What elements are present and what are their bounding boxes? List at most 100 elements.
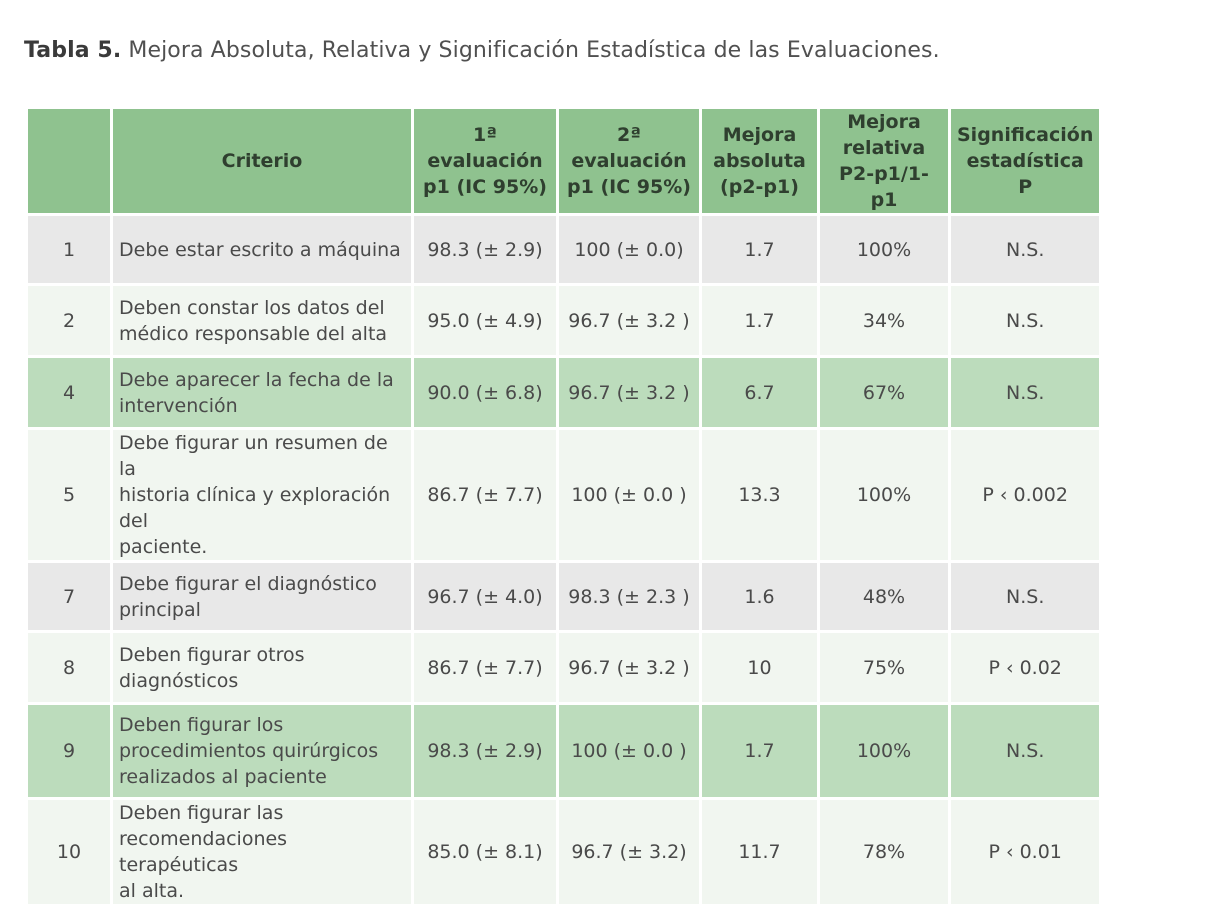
criterio-line: procedimientos quirúrgicos bbox=[119, 740, 379, 762]
table-row: 4 Debe aparecer la fecha de la intervenci… bbox=[28, 358, 1100, 427]
cell-absoluta: 10 bbox=[702, 633, 817, 702]
header-relativa-line: P2-p1/1-p1 bbox=[839, 163, 929, 211]
header-eval1-line: p1 (IC 95%) bbox=[423, 176, 547, 198]
cell-eval1: 90.0 (± 6.8) bbox=[414, 358, 556, 427]
cell-relativa: 75% bbox=[820, 633, 948, 702]
cell-eval2: 100 (± 0.0 ) bbox=[559, 705, 699, 797]
header-signif-line: Significación bbox=[957, 124, 1094, 146]
cell-criterio: Debe aparecer la fecha de la intervención bbox=[113, 358, 411, 427]
cell-eval2: 96.7 (± 3.2 ) bbox=[559, 358, 699, 427]
cell-eval1: 96.7 (± 4.0) bbox=[414, 563, 556, 630]
cell-eval1: 86.7 (± 7.7) bbox=[414, 430, 556, 560]
header-absoluta-line: Mejora bbox=[722, 124, 797, 146]
cell-criterio: Deben figurar otros diagnósticos bbox=[113, 633, 411, 702]
criterio-line: paciente. bbox=[119, 536, 208, 558]
header-signif-line: P bbox=[1018, 176, 1033, 198]
cell-eval2: 100 (± 0.0 ) bbox=[559, 430, 699, 560]
criterio-line: historia clínica y exploración del bbox=[119, 484, 391, 532]
criterio-line: diagnósticos bbox=[119, 669, 239, 692]
cell-relativa: 48% bbox=[820, 563, 948, 630]
criterio-line: Deben figurar los bbox=[119, 714, 284, 736]
header-relativa: Mejora relativa P2-p1/1-p1 bbox=[820, 109, 948, 213]
cell-signif: P ‹ 0.02 bbox=[951, 633, 1100, 702]
cell-relativa: 100% bbox=[820, 705, 948, 797]
cell-signif: N.S. bbox=[951, 216, 1100, 283]
cell-eval2: 100 (± 0.0) bbox=[559, 216, 699, 283]
cell-criterio: Deben figurar las recomendaciones terapéu… bbox=[113, 800, 411, 904]
cell-eval1: 86.7 (± 7.7) bbox=[414, 633, 556, 702]
cell-eval2: 98.3 (± 2.3 ) bbox=[559, 563, 699, 630]
cell-num: 5 bbox=[28, 430, 110, 560]
table-row: 2 Deben constar los datos del médico resp… bbox=[28, 286, 1100, 355]
cell-absoluta: 6.7 bbox=[702, 358, 817, 427]
criterio-line: médico responsable del alta bbox=[119, 322, 388, 345]
cell-eval1: 85.0 (± 8.1) bbox=[414, 800, 556, 904]
header-absoluta-line: absoluta bbox=[713, 150, 806, 172]
header-eval1-line: 1ª evaluación bbox=[427, 124, 543, 172]
header-relativa-line: relativa bbox=[842, 137, 926, 159]
cell-criterio: Deben constar los datos del médico respon… bbox=[113, 286, 411, 355]
header-relativa-line: Mejora bbox=[847, 111, 921, 133]
header-eval2-line: 2ª evaluación bbox=[571, 124, 687, 172]
cell-num: 2 bbox=[28, 286, 110, 355]
criterio-line: principal bbox=[119, 598, 201, 621]
cell-signif: P ‹ 0.01 bbox=[951, 800, 1100, 904]
header-signif: Significación estadística P bbox=[951, 109, 1100, 213]
cell-signif: N.S. bbox=[951, 358, 1100, 427]
cell-relativa: 67% bbox=[820, 358, 948, 427]
header-eval1: 1ª evaluación p1 (IC 95%) bbox=[414, 109, 556, 213]
header-num bbox=[28, 109, 110, 213]
cell-absoluta: 11.7 bbox=[702, 800, 817, 904]
cell-absoluta: 1.7 bbox=[702, 216, 817, 283]
cell-eval1: 95.0 (± 4.9) bbox=[414, 286, 556, 355]
criterio-line: al alta. bbox=[119, 880, 185, 902]
criterio-line: intervención bbox=[119, 394, 238, 417]
cell-signif: P ‹ 0.002 bbox=[951, 430, 1100, 560]
criterio-line: Debe estar escrito a máquina bbox=[119, 238, 401, 261]
header-signif-line: estadística bbox=[966, 150, 1084, 172]
table-row: 7 Debe figurar el diagnóstico principal 9… bbox=[28, 563, 1100, 630]
results-table: Criterio 1ª evaluación p1 (IC 95%) 2ª eva… bbox=[25, 106, 1102, 907]
cell-num: 10 bbox=[28, 800, 110, 904]
header-absoluta-line: (p2-p1) bbox=[720, 176, 799, 198]
cell-eval2: 96.7 (± 3.2 ) bbox=[559, 286, 699, 355]
criterio-line: Debe figurar un resumen de la bbox=[119, 432, 388, 480]
cell-num: 8 bbox=[28, 633, 110, 702]
cell-eval1: 98.3 (± 2.9) bbox=[414, 216, 556, 283]
cell-signif: N.S. bbox=[951, 286, 1100, 355]
criterio-line: Deben figurar las bbox=[119, 802, 284, 824]
cell-num: 7 bbox=[28, 563, 110, 630]
header-criterio: Criterio bbox=[113, 109, 411, 213]
cell-criterio: Debe figurar el diagnóstico principal bbox=[113, 563, 411, 630]
header-row: Criterio 1ª evaluación p1 (IC 95%) 2ª eva… bbox=[28, 109, 1100, 213]
table-row: 10 Deben figurar las recomendaciones tera… bbox=[28, 800, 1100, 904]
table-caption: Tabla 5. Mejora Absoluta, Relativa y Sig… bbox=[24, 38, 940, 63]
criterio-line: recomendaciones terapéuticas bbox=[119, 828, 288, 876]
cell-absoluta: 13.3 bbox=[702, 430, 817, 560]
cell-criterio: Deben figurar los procedimientos quirúrgi… bbox=[113, 705, 411, 797]
criterio-line: Deben constar los datos del bbox=[119, 296, 385, 319]
cell-num: 1 bbox=[28, 216, 110, 283]
table-row: 8 Deben figurar otros diagnósticos 86.7 (… bbox=[28, 633, 1100, 702]
cell-criterio: Debe figurar un resumen de la historia cl… bbox=[113, 430, 411, 560]
header-eval2-line: p1 (IC 95%) bbox=[567, 176, 691, 198]
table-row: 9 Deben figurar los procedimientos quirúr… bbox=[28, 705, 1100, 797]
criterio-line: Debe figurar el diagnóstico bbox=[119, 572, 377, 595]
cell-absoluta: 1.6 bbox=[702, 563, 817, 630]
cell-eval1: 98.3 (± 2.9) bbox=[414, 705, 556, 797]
cell-signif: N.S. bbox=[951, 563, 1100, 630]
cell-criterio: Debe estar escrito a máquina bbox=[113, 216, 411, 283]
cell-relativa: 100% bbox=[820, 216, 948, 283]
caption-text: Mejora Absoluta, Relativa y Significació… bbox=[121, 38, 940, 63]
cell-num: 9 bbox=[28, 705, 110, 797]
table-row: 5 Debe figurar un resumen de la historia … bbox=[28, 430, 1100, 560]
criterio-line: Deben figurar otros bbox=[119, 643, 305, 666]
header-absoluta: Mejora absoluta (p2-p1) bbox=[702, 109, 817, 213]
table-row: 1 Debe estar escrito a máquina 98.3 (± 2… bbox=[28, 216, 1100, 283]
criterio-line: realizados al paciente bbox=[119, 766, 327, 788]
caption-lead: Tabla 5. bbox=[24, 38, 122, 63]
cell-eval2: 96.7 (± 3.2 ) bbox=[559, 633, 699, 702]
cell-absoluta: 1.7 bbox=[702, 705, 817, 797]
criterio-line: Debe aparecer la fecha de la bbox=[119, 368, 394, 391]
cell-signif: N.S. bbox=[951, 705, 1100, 797]
